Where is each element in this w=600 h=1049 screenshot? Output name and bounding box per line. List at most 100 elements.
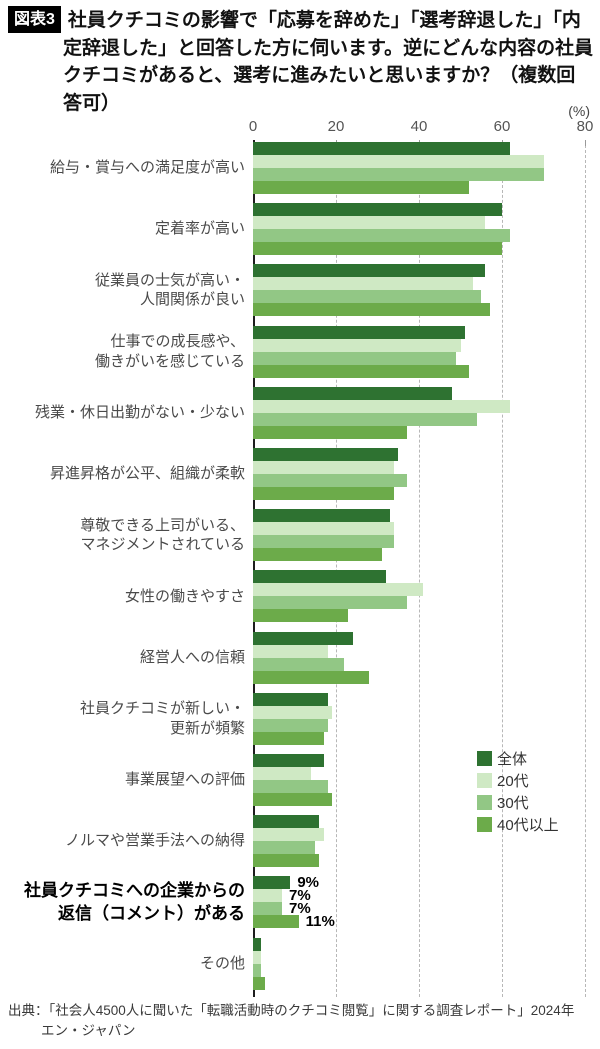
legend: 全体 20代 30代 40代以上 (477, 747, 559, 835)
category-label-line: 社員クチコミが新しい・ (79, 700, 245, 718)
legend-item-0: 全体 (477, 747, 559, 769)
legend-swatch-icon (477, 816, 492, 832)
bar-series-1-cat-8 (253, 644, 328, 658)
bar-series-3-cat-2 (253, 303, 490, 317)
figure-header: 図表3 社員クチコミの影響で「応募を辞めた」「選考辞退した」「内定辞退した」と回答… (8, 6, 594, 117)
bar-series-1-cat-3 (253, 338, 461, 352)
category-label: 社員クチコミが新しい・ 更新が頻繁 (5, 699, 245, 738)
x-axis-tick-label-80: 80 (576, 118, 594, 135)
bar-series-0-cat-3 (253, 325, 465, 339)
bar-series-3-cat-13 (253, 976, 266, 990)
bar-series-2-cat-8 (253, 657, 345, 671)
bar-series-2-cat-2 (253, 290, 482, 304)
category-label-line: 経営人への信頼 (139, 648, 245, 666)
bar-series-3-cat-5 (253, 487, 395, 500)
bar-series-2-cat-3 (253, 351, 457, 365)
bar-value-label: 7% (289, 900, 311, 918)
bar-series-0-cat-4 (253, 386, 453, 400)
bar-series-2-cat-11 (253, 841, 316, 855)
bar-series-0-cat-8 (253, 631, 353, 645)
bar-series-3-cat-1 (253, 242, 502, 256)
bar-series-3-cat-0 (253, 181, 469, 194)
category-label: その他 (5, 954, 245, 974)
category-label-line: マネジメントされている (80, 536, 245, 554)
source-note: 出典：「社会人4500人に聞いた「転職活動時のクチコミ閲覧」に関する調査レポート… (8, 1001, 594, 1040)
x-axis-tick-label-60: 60 (493, 118, 511, 135)
bar-series-2-cat-0 (253, 168, 544, 181)
bar-series-1-cat-5 (253, 461, 395, 474)
category-label-line: 仕事での成長感や、 (110, 333, 245, 351)
legend-swatch-icon (477, 750, 492, 766)
bar-series-1-cat-7 (253, 583, 424, 597)
x-axis-tick-label-40: 40 (410, 118, 428, 135)
category-label-line: 人間関係が良い (139, 291, 245, 309)
bar-series-3-cat-6 (253, 548, 382, 562)
category-label-line: その他 (199, 954, 245, 972)
category-label-line: 尊敬できる上司がいる、 (80, 516, 245, 534)
legend-label: 20代 (497, 772, 529, 790)
category-label-line: 社員クチコミへの企業からの (24, 881, 245, 901)
category-label-line: 定着率が高い (154, 220, 245, 238)
legend-label: 40代以上 (497, 816, 559, 834)
bar-series-3-cat-8 (253, 670, 370, 684)
bar-value-label: 11% (305, 913, 335, 931)
bar-series-3-cat-10 (253, 793, 332, 806)
bar-series-2-cat-4 (253, 412, 478, 426)
bar-series-1-cat-1 (253, 216, 486, 230)
axis-unit-label: (%) (568, 103, 590, 119)
category-label: 女性の働きやすさ (5, 587, 245, 607)
figure-title-text: 社員クチコミの影響で「応募を辞めた」「選考辞退した」「内定辞退した」と回答した方… (63, 10, 594, 114)
category-label: 事業展望への評価 (5, 770, 245, 790)
source-line-2: エン・ジャパン (41, 1022, 136, 1038)
x-axis-tick-label-0: 0 (248, 118, 258, 135)
bar-series-3-cat-9 (253, 731, 324, 745)
bar-series-0-cat-11 (253, 815, 320, 829)
source-line-1: 出典：「社会人4500人に聞いた「転職活動時のクチコミ閲覧」に関する調査レポート… (8, 1003, 575, 1018)
category-label-line: ノルマや営業手法への納得 (64, 832, 245, 850)
x-axis-tick-label-20: 20 (327, 118, 345, 135)
bar-series-0-cat-1 (253, 203, 502, 217)
bar-series-0-cat-10 (253, 754, 324, 767)
bar-series-0-cat-13 (253, 937, 262, 951)
bar-series-2-cat-1 (253, 229, 511, 243)
category-label-line: 返信（コメント）がある (58, 904, 245, 924)
legend-label: 全体 (497, 750, 528, 768)
category-label-line: 従業員の士気が高い・ (94, 271, 245, 289)
bar-series-1-cat-12 (253, 889, 283, 903)
legend-swatch-icon (477, 772, 492, 788)
bar-series-2-cat-5 (253, 474, 407, 487)
bar-series-3-cat-12 (253, 915, 299, 929)
bar-series-0-cat-0 (253, 142, 511, 155)
gridline-60 (502, 140, 503, 997)
category-label-line: 更新が頻繁 (169, 719, 245, 737)
bar-series-1-cat-13 (253, 950, 262, 964)
legend-item-3: 40代以上 (477, 813, 559, 835)
category-label: 残業・休日出勤がない・少ない (5, 403, 245, 423)
bar-series-1-cat-11 (253, 828, 324, 842)
category-label-line: 残業・休日出勤がない・少ない (34, 404, 245, 422)
bar-series-0-cat-9 (253, 692, 328, 706)
gridline-20 (336, 140, 337, 997)
legend-label: 30代 (497, 794, 529, 812)
legend-item-2: 30代 (477, 791, 559, 813)
category-label: 仕事での成長感や、 働きがいを感じている (5, 332, 245, 371)
bar-series-2-cat-12 (253, 902, 283, 916)
bar-series-1-cat-2 (253, 277, 473, 291)
category-label: 社員クチコミへの企業からの返信（コメント）がある (5, 879, 245, 925)
bar-series-3-cat-11 (253, 854, 320, 868)
category-label-line: 事業展望への評価 (124, 771, 245, 789)
category-label: 従業員の士気が高い・人間関係が良い (5, 271, 245, 310)
legend-item-1: 20代 (477, 769, 559, 791)
category-label: 昇進昇格が公平、組織が柔軟 (5, 464, 245, 484)
category-label: ノルマや営業手法への納得 (5, 831, 245, 851)
bar-series-3-cat-3 (253, 364, 469, 378)
category-label: 給与・賞与への満足度が高い (5, 158, 245, 178)
bar-series-0-cat-12 (253, 876, 291, 890)
bar-series-0-cat-5 (253, 448, 399, 461)
bar-series-1-cat-0 (253, 155, 544, 168)
bar-series-2-cat-13 (253, 963, 262, 977)
bar-series-2-cat-10 (253, 780, 328, 793)
bar-series-0-cat-6 (253, 509, 390, 523)
bar-series-1-cat-10 (253, 767, 312, 780)
